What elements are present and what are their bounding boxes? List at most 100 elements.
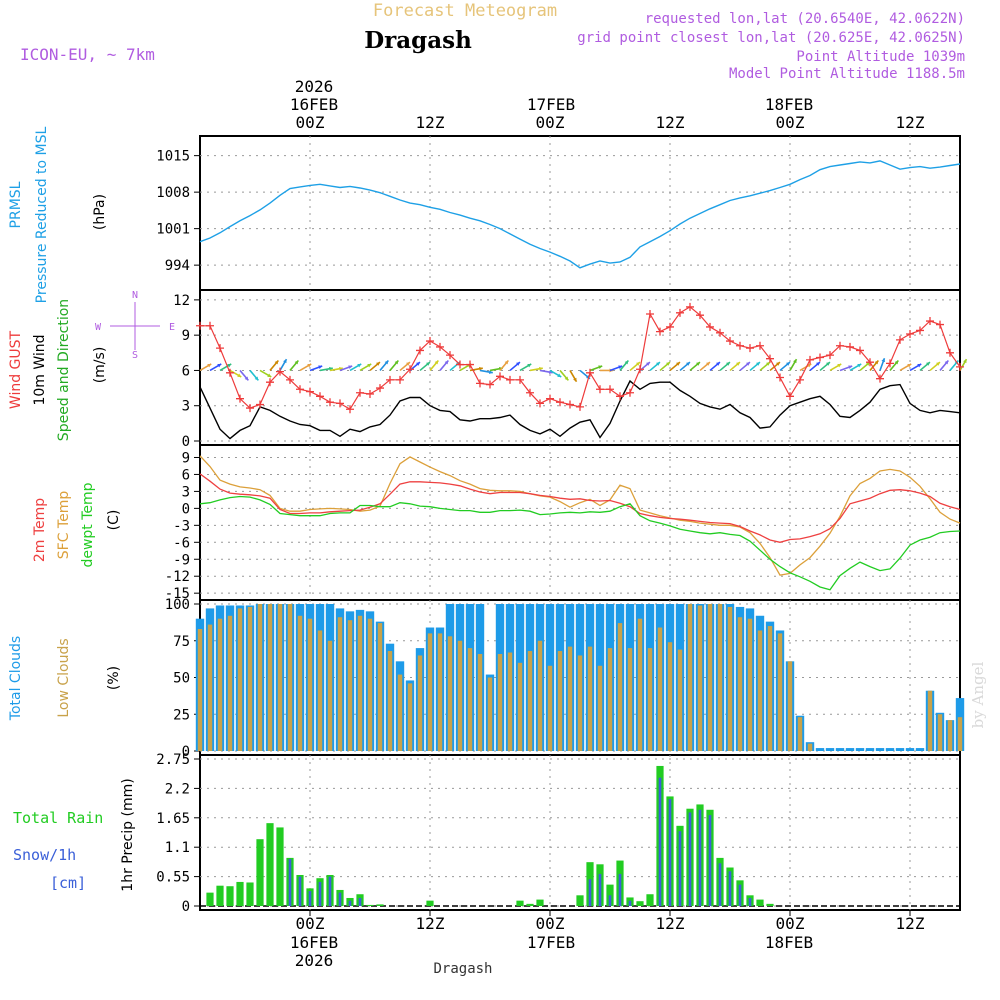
wind-direction-arrowhead: [656, 362, 660, 366]
wind-direction-arrowhead: [848, 365, 853, 369]
low-cloud-bar: [797, 717, 803, 751]
low-cloud-bar: [927, 690, 933, 751]
wind-gust-marker: [686, 302, 694, 311]
wind-gust-marker: [746, 344, 754, 353]
wind-gust-marker: [596, 385, 604, 394]
temperature-ytick-label: -3: [173, 518, 190, 534]
bottom-hour-label: 00Z: [296, 914, 325, 933]
snow-bar: [668, 799, 672, 906]
wind-gust-marker: [626, 388, 634, 397]
rain-bar: [426, 900, 434, 906]
pressure-labels: PRMSL Pressure Reduced to MSL (hPa): [8, 126, 108, 303]
wind-gust-marker: [196, 321, 204, 330]
wind-direction-arrowhead: [686, 362, 690, 366]
wind-gust-marker: [416, 346, 424, 355]
wind-gust-marker: [216, 344, 224, 353]
wind-direction-arrowhead: [874, 360, 879, 365]
clouds-panel: 0 25 50 75 100: [165, 597, 965, 760]
wind-direction-arrowhead: [426, 362, 430, 366]
snow-bar: [728, 871, 732, 906]
wind-direction-arrowhead: [217, 363, 222, 368]
wind-direction-arrowhead: [636, 362, 640, 366]
wind-gust-marker: [296, 385, 304, 394]
snow-label: Snow/1h: [13, 846, 76, 864]
wind-label: 10m Wind: [32, 334, 48, 405]
wind-direction-arrowhead: [746, 362, 750, 366]
sfc-temp-line: [199, 455, 961, 576]
wind-gust-marker: [246, 404, 254, 413]
snow-bar: [338, 892, 342, 906]
temperature-labels: 2m Temp SFC Temp dewpt Temp (C): [32, 482, 122, 567]
wind-direction-arrowhead: [866, 362, 870, 366]
wind-gust-marker: [306, 387, 314, 396]
snow-bar: [328, 876, 332, 906]
low-cloud-bar: [727, 606, 733, 751]
wind-direction-arrowhead: [318, 365, 323, 369]
low-cloud-bar: [597, 665, 603, 751]
snow-bar: [718, 863, 722, 906]
total-cloud-bar: [895, 748, 905, 751]
wind-direction-arrowhead: [598, 365, 603, 369]
low-cloud-bar: [387, 651, 393, 751]
low-cloud-bar: [227, 615, 233, 751]
t2m-line: [199, 473, 961, 543]
wind-direction-arrowhead: [881, 358, 886, 363]
pressure-unit: (hPa): [92, 194, 108, 230]
top-day-label-2: 17FEB: [527, 95, 575, 114]
top-hour-label: 00Z: [536, 113, 565, 132]
wind-gust-marker: [386, 375, 394, 384]
snow-bar: [598, 873, 602, 906]
wind-gust-marker: [256, 400, 264, 409]
wind-direction-arrowhead: [434, 360, 439, 365]
wind-gust-marker: [206, 321, 214, 330]
low-cloud-bar: [547, 665, 553, 751]
snow-bar: [628, 900, 632, 906]
total-cloud-bar: [845, 748, 855, 751]
wind-direction-arrowhead: [936, 362, 940, 366]
temperature-ytick-label: -6: [173, 535, 190, 551]
compass-west: W: [95, 322, 102, 333]
bottom-hour-label: 00Z: [536, 914, 565, 933]
dewpt-line: [199, 495, 961, 591]
snow-bar: [588, 879, 592, 906]
wind-gust-marker: [466, 360, 474, 369]
wind-direction-arrowhead: [807, 363, 812, 368]
wind-gust-marker: [856, 346, 864, 355]
low-cloud-bar: [647, 648, 653, 751]
wind-direction-arrowhead: [274, 360, 279, 365]
wind-direction-arrowhead: [963, 359, 967, 364]
gust-label: Wind GUST: [8, 330, 24, 409]
wind-gust-marker: [316, 392, 324, 401]
precip-frame: [199, 754, 961, 911]
wind-gust-marker: [356, 388, 364, 397]
wind-direction-arrowhead: [826, 362, 830, 366]
wind-gust-marker: [496, 372, 504, 381]
top-hour-label: 00Z: [296, 113, 325, 132]
wind-gust-marker: [776, 373, 784, 382]
snow-bar: [318, 881, 322, 906]
wind-direction-arrowhead: [394, 360, 399, 365]
temperature-ytick-label: -9: [173, 552, 190, 568]
wind-gust-marker: [866, 358, 874, 367]
wind-direction-arrowhead: [557, 373, 562, 377]
wind-gust-marker: [836, 341, 844, 350]
credit-watermark: by Angel: [969, 661, 987, 728]
pressure-panel: 994 1001 1008 1015: [156, 135, 961, 291]
precip-ytick-label: 2.2: [165, 781, 190, 797]
wind-direction-arrowhead: [516, 362, 520, 366]
wind-gust-marker: [806, 355, 814, 364]
wind-gust-marker: [426, 337, 434, 346]
precip-ytick-label: 1.65: [156, 811, 190, 827]
wind-gust-marker: [226, 368, 234, 377]
wind-gust-marker: [536, 399, 544, 408]
total-cloud-bar: [855, 748, 865, 751]
wind-gust-marker: [916, 326, 924, 335]
wind-ytick-label: 12: [173, 293, 190, 309]
low-cloud-bar: [737, 617, 743, 751]
clouds-ytick-label: 50: [173, 671, 190, 687]
wind-gust-marker: [666, 322, 674, 331]
compass-east: E: [169, 322, 175, 333]
wind-gust-marker: [956, 362, 964, 371]
wind-gust-marker: [926, 317, 934, 326]
snow-bar: [698, 809, 702, 906]
